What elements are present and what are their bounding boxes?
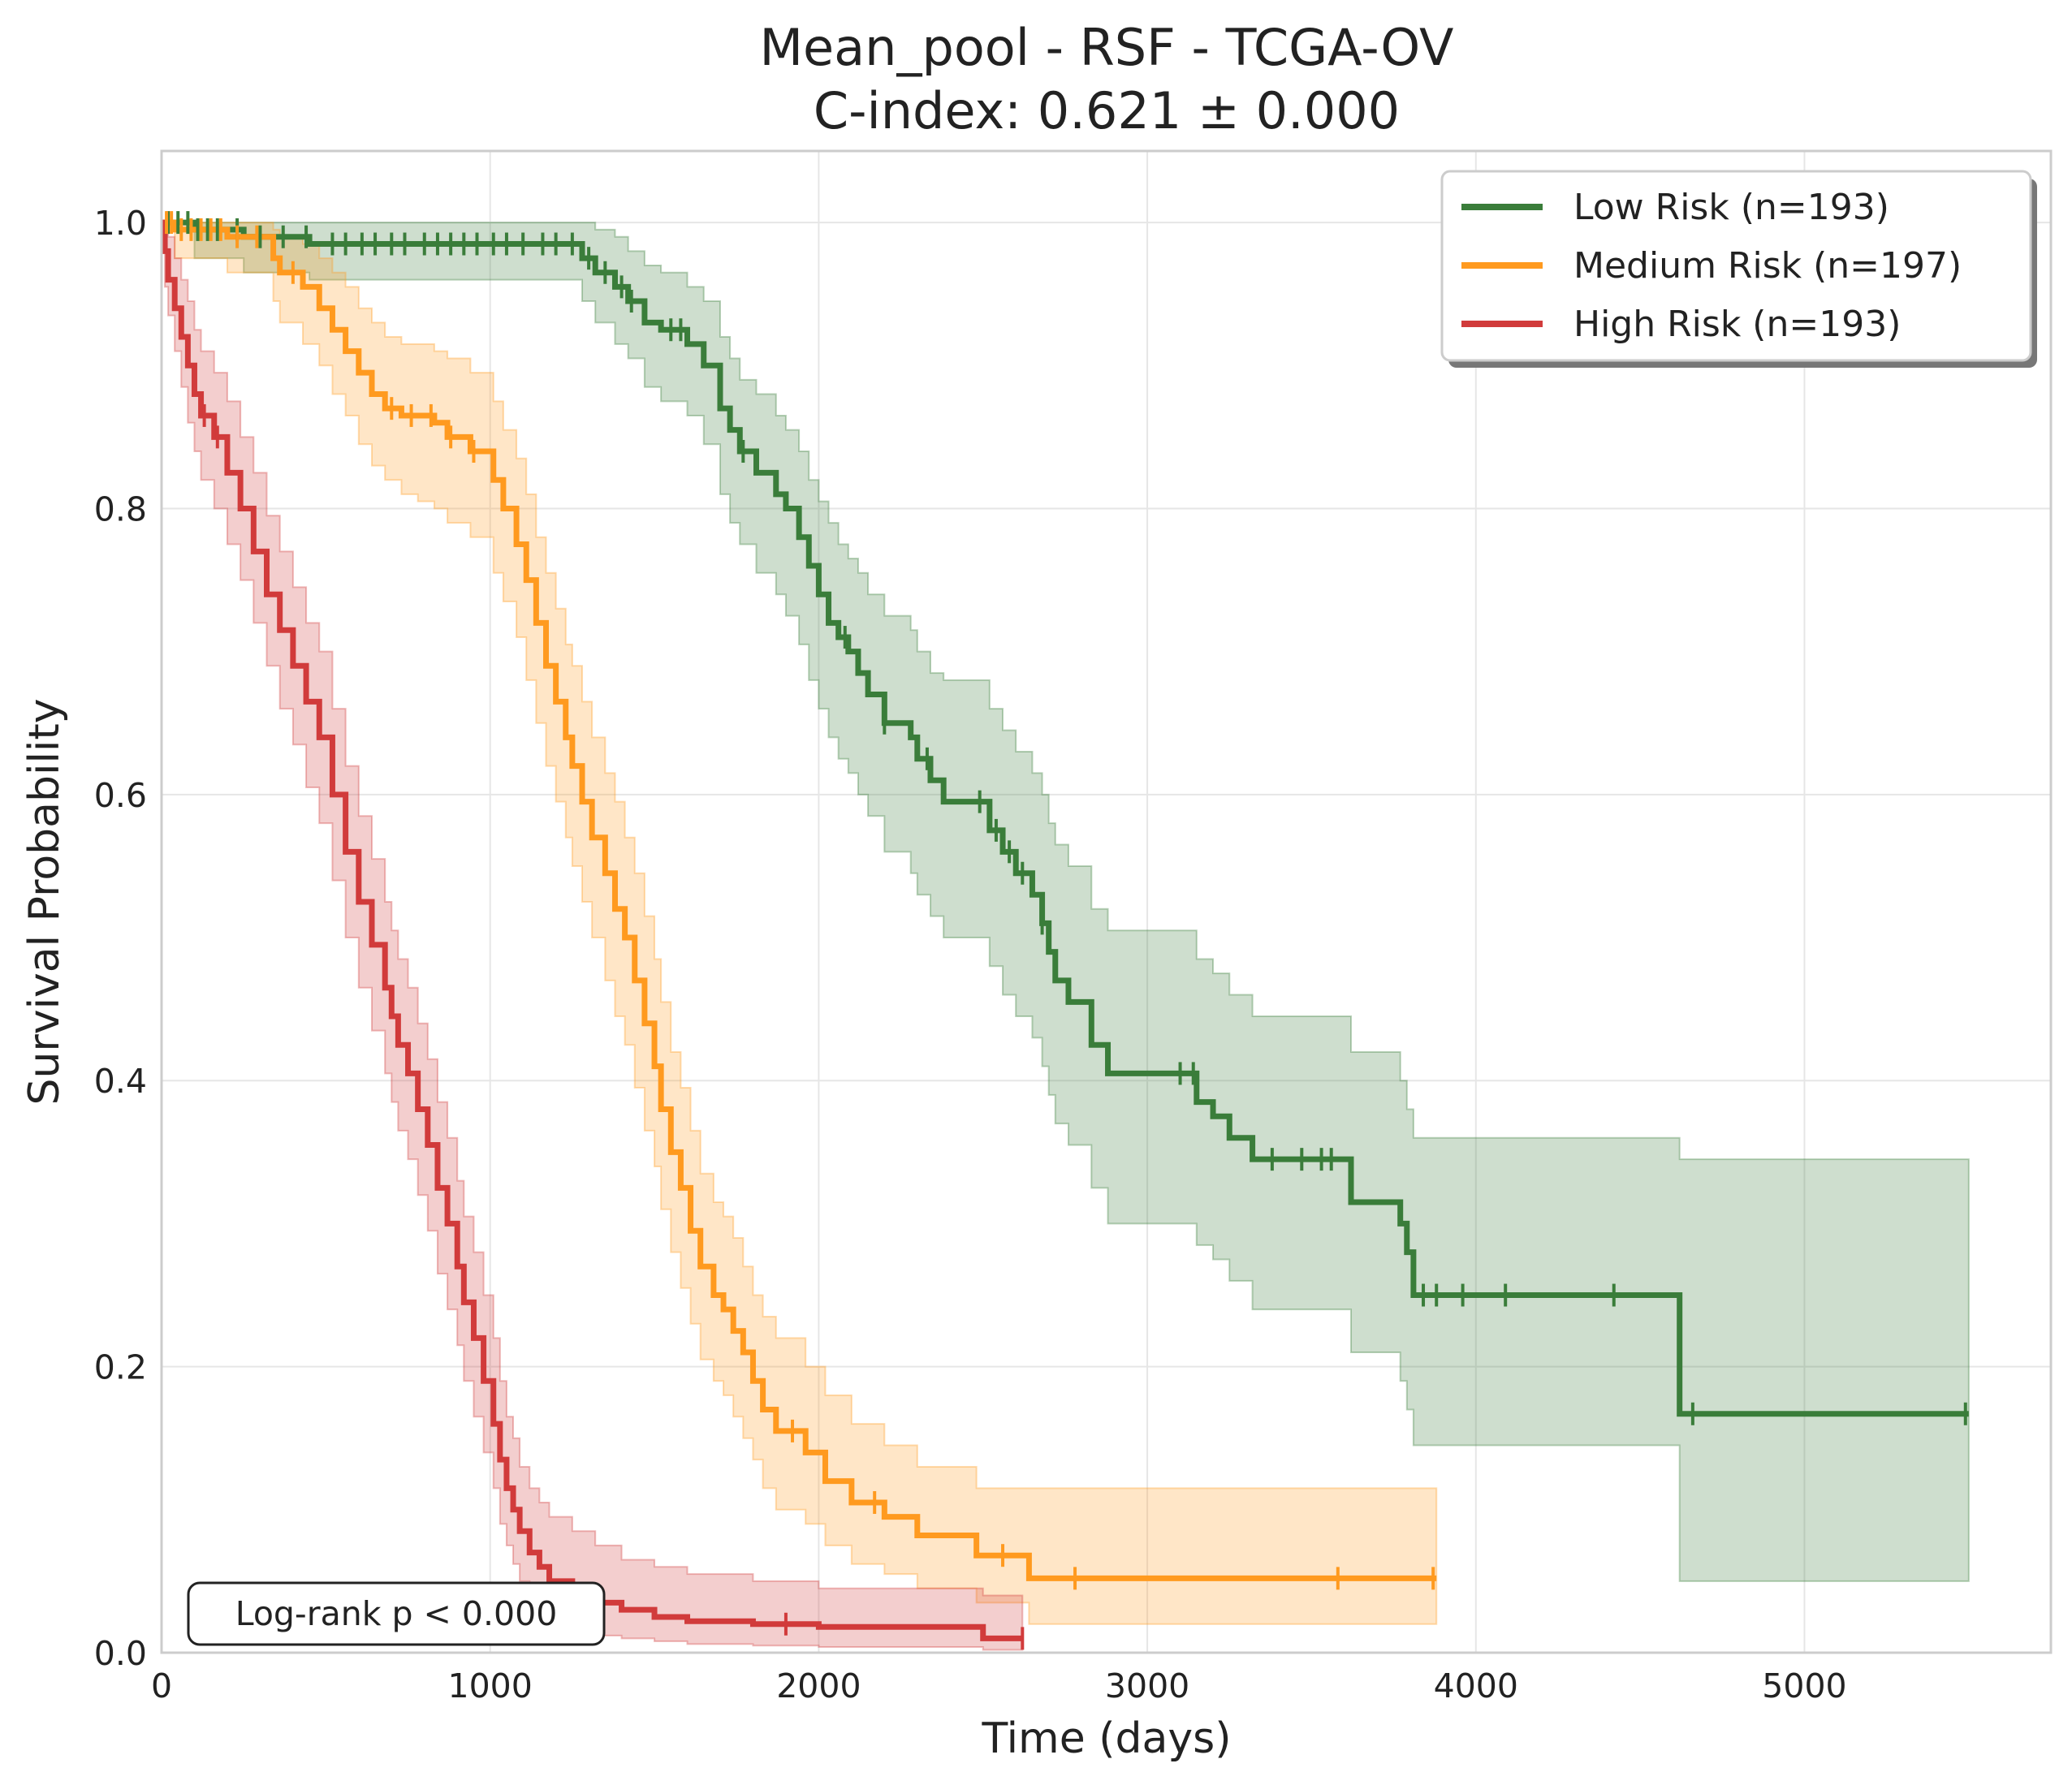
logrank-annotation: Log-rank p < 0.000 [187,1581,606,1646]
confidence-band [162,222,1970,1582]
plot-area [160,149,2053,1654]
x-tick-label: 4000 [1434,1666,1518,1705]
legend-label: Medium Risk (n=197) [1573,245,1962,287]
chart-title: Mean_pool - RSF - TCGA-OV [760,18,1454,77]
y-tick-label: 1.0 [94,204,147,243]
legend: Low Risk (n=193) Medium Risk (n=197) High … [1440,170,2037,368]
x-tick-label: 0 [151,1666,172,1705]
y-ticks: 0.0 0.2 0.4 0.6 0.8 1.0 [94,204,147,1673]
x-tick-label: 5000 [1762,1666,1846,1705]
y-axis-label: Survival Probability [20,698,69,1105]
x-tick-label: 3000 [1105,1666,1189,1705]
survival-curve [162,219,1437,1581]
confidence-band [162,222,1024,1651]
legend-label: High Risk (n=193) [1573,304,1901,345]
y-tick-label: 0.0 [94,1634,147,1673]
annotation-box [187,1581,606,1646]
y-tick-label: 0.8 [94,489,147,528]
legend-box [1440,170,2032,362]
annotation-text: Log-rank p < 0.000 [235,1594,558,1633]
y-tick-label: 0.4 [94,1062,147,1101]
plot-frame [160,149,2053,1654]
chart-subtitle: C-index: 0.621 ± 0.000 [814,81,1400,140]
x-tick-label: 2000 [776,1666,861,1705]
censor-marks [165,211,1967,1650]
y-tick-label: 0.6 [94,776,147,815]
y-tick-label: 0.2 [94,1348,147,1387]
x-ticks: 0 1000 2000 3000 4000 5000 [151,1666,1847,1705]
grid [162,151,2051,1653]
x-tick-label: 1000 [448,1666,533,1705]
confidence-band [162,222,1438,1625]
x-axis-label: Time (days) [981,1714,1231,1763]
plot-background [162,151,2051,1653]
survival-curve [162,219,1969,1417]
legend-label: Low Risk (n=193) [1573,187,1889,228]
confidence-bands [162,222,1970,1651]
